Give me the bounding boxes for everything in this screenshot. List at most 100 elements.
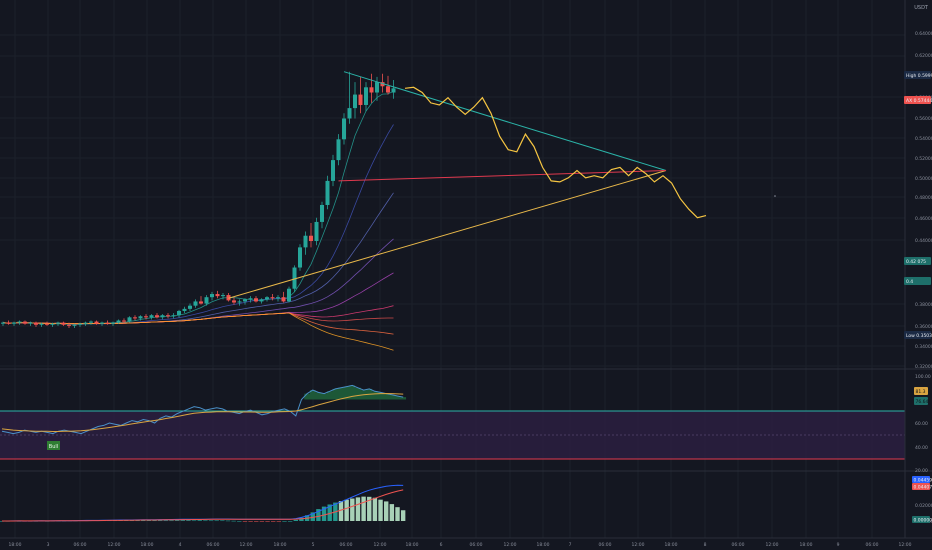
candle-body[interactable] [298, 247, 302, 268]
candle-body[interactable] [325, 180, 330, 205]
candle-body[interactable] [364, 87, 368, 105]
candle-body[interactable] [34, 322, 38, 325]
candle-body[interactable] [89, 321, 93, 323]
price-projection-path[interactable] [404, 86, 707, 219]
candle-body[interactable] [287, 288, 291, 302]
candle-body[interactable] [303, 235, 308, 248]
candle-body[interactable] [221, 295, 225, 297]
price-tick-label: 0.36000 [915, 324, 932, 330]
candle-body[interactable] [336, 139, 341, 161]
candle-body[interactable] [12, 322, 16, 324]
candle-body[interactable] [265, 297, 269, 300]
support-trendline[interactable] [228, 170, 667, 299]
candle-body[interactable] [342, 118, 346, 140]
candle-body[interactable] [243, 299, 247, 302]
candle-body[interactable] [314, 221, 319, 242]
candle-body[interactable] [248, 298, 253, 300]
candle-body[interactable] [237, 301, 242, 303]
midline-trendline[interactable] [338, 170, 667, 182]
candle-body[interactable] [166, 315, 170, 317]
candle-body[interactable] [204, 297, 209, 304]
price-badge-text: 0.42 075 [906, 259, 926, 265]
candle-body[interactable] [309, 235, 313, 242]
candle-body[interactable] [386, 86, 390, 93]
rsi-bull-signal[interactable] [47, 441, 60, 450]
macd-badge-text: 0.04459 [914, 478, 932, 484]
candle-body[interactable] [226, 295, 231, 301]
candle-body[interactable] [292, 267, 297, 289]
candle-body[interactable] [83, 322, 88, 324]
rsi-ma-line[interactable] [1, 392, 404, 432]
candle-body[interactable] [177, 310, 181, 316]
candle-body[interactable] [133, 317, 137, 319]
candle-body[interactable] [1, 322, 5, 324]
macd-histogram-bar [180, 520, 185, 521]
candle-body[interactable] [182, 308, 187, 311]
candle-body[interactable] [199, 301, 203, 304]
candle-body[interactable] [254, 298, 258, 302]
candle-body[interactable] [127, 317, 132, 322]
candle-body[interactable] [331, 160, 335, 181]
macd-signal-line[interactable] [2, 489, 404, 522]
candle-body[interactable] [375, 82, 379, 93]
candle-body[interactable] [111, 322, 115, 324]
candle-body[interactable] [39, 323, 44, 325]
candle-body[interactable] [215, 294, 220, 297]
candle-body[interactable] [138, 316, 143, 319]
time-tick-label: 18:00 [800, 542, 813, 548]
price-axis[interactable]: 0.640000.620000.580000.560000.540000.520… [904, 31, 932, 370]
candle-body[interactable] [28, 322, 33, 324]
rsi-pane[interactable] [1, 384, 407, 435]
candle-body[interactable] [171, 315, 176, 317]
time-axis[interactable]: 18:00 3 06:00 12:00 18:00 4 06:00 12:00 18:00 5 06… [9, 542, 912, 548]
candle-body[interactable] [391, 88, 396, 93]
candle-body[interactable] [78, 323, 82, 325]
candle-body[interactable] [188, 305, 192, 309]
candle-body[interactable] [56, 322, 60, 324]
rsi-tick-label: 100.00 [915, 374, 931, 380]
macd-histogram-bar [158, 520, 163, 522]
resistance-trendline[interactable] [343, 71, 667, 171]
candle-body[interactable] [353, 94, 357, 109]
candle-body[interactable] [100, 322, 104, 324]
candle-body[interactable] [259, 299, 264, 302]
macd-histogram-bar [282, 521, 287, 522]
candle-body[interactable] [358, 94, 363, 105]
candle-body[interactable] [270, 297, 275, 299]
candle-body[interactable] [155, 315, 159, 318]
candle-body[interactable] [17, 321, 22, 323]
candle-body[interactable] [320, 204, 324, 222]
rsi-badge-text: 76.64 [916, 399, 929, 405]
candle-body[interactable] [94, 321, 99, 324]
triangle-pattern[interactable] [228, 71, 667, 299]
candle-body[interactable] [144, 316, 148, 318]
candle-body[interactable] [116, 320, 121, 323]
candle-body[interactable] [23, 321, 27, 324]
candle-body[interactable] [281, 297, 286, 302]
candle-body[interactable] [61, 322, 66, 325]
candle-body[interactable] [122, 320, 126, 322]
candle-body[interactable] [232, 300, 236, 303]
candlestick-series[interactable] [1, 71, 396, 328]
candle-body[interactable] [67, 324, 71, 326]
macd-pane[interactable] [0, 484, 406, 522]
candle-body[interactable] [6, 322, 11, 324]
price-tick-label: 0.48000 [915, 195, 932, 201]
candle-body[interactable] [276, 297, 280, 299]
candle-body[interactable] [380, 82, 385, 87]
candle-body[interactable] [149, 315, 154, 318]
candle-body[interactable] [72, 324, 77, 326]
candle-body[interactable] [105, 322, 110, 324]
time-tick-label: 18:00 [9, 542, 22, 548]
candle-body[interactable] [210, 294, 214, 298]
candle-body[interactable] [369, 87, 374, 93]
candle-body[interactable] [347, 108, 352, 119]
macd-badge [912, 476, 930, 483]
candle-body[interactable] [160, 315, 165, 318]
candle-body[interactable] [50, 323, 55, 325]
candle-body[interactable] [45, 323, 49, 325]
candle-body[interactable] [193, 301, 198, 306]
